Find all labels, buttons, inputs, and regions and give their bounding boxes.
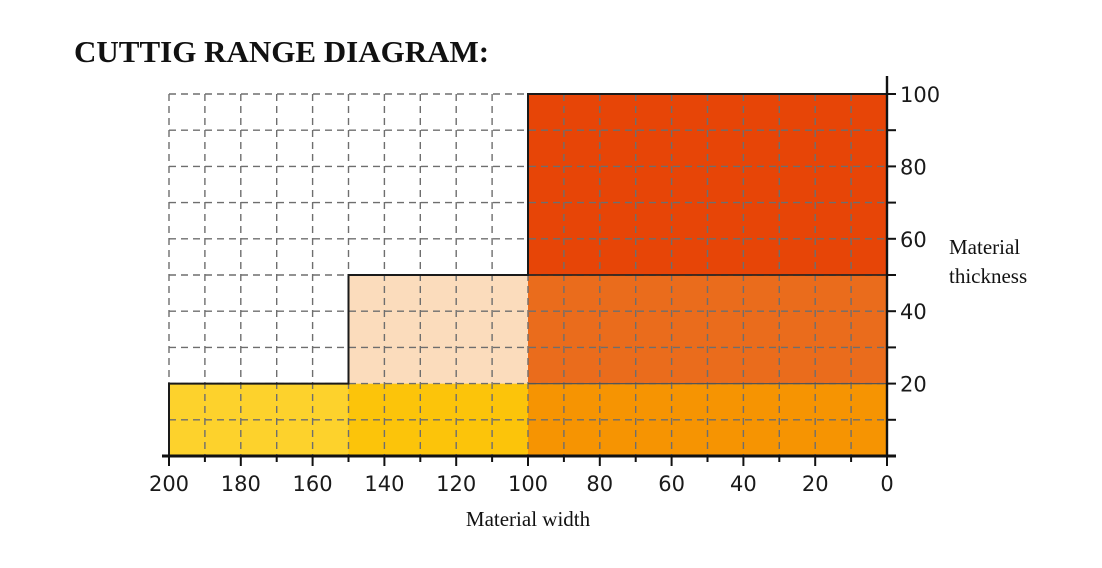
y-tick-label: 100 <box>900 83 940 107</box>
range-boundary-line <box>168 93 887 456</box>
y-tick-label: 60 <box>900 228 927 252</box>
x-tick-label: 100 <box>508 472 548 496</box>
x-tick-label: 20 <box>802 472 829 496</box>
x-tick-label: 140 <box>364 472 404 496</box>
x-tick-label: 0 <box>880 472 893 496</box>
x-axis-ticks: 200 180 160 140 120 100 80 60 40 20 0 <box>149 456 894 496</box>
x-tick-label: 80 <box>586 472 613 496</box>
x-tick-label: 60 <box>658 472 685 496</box>
x-axis-label: Material width <box>466 507 591 531</box>
range-region-4 <box>528 275 887 384</box>
y-axis-label-line1: Material <box>949 235 1020 259</box>
chart-title: CUTTIG RANGE DIAGRAM: <box>74 34 490 69</box>
y-tick-label: 20 <box>900 373 927 397</box>
y-tick-label: 80 <box>900 155 927 179</box>
x-tick-label: 180 <box>221 472 261 496</box>
y-tick-label: 40 <box>900 300 927 324</box>
x-tick-label: 120 <box>436 472 476 496</box>
y-axis-ticks: 20 40 60 80 100 <box>887 83 940 421</box>
x-tick-label: 40 <box>730 472 757 496</box>
range-boundary <box>168 93 887 456</box>
x-tick-label: 160 <box>293 472 333 496</box>
range-region-3 <box>348 275 528 384</box>
y-axis-label-line2: thickness <box>949 264 1027 288</box>
x-tick-label: 200 <box>149 472 189 496</box>
